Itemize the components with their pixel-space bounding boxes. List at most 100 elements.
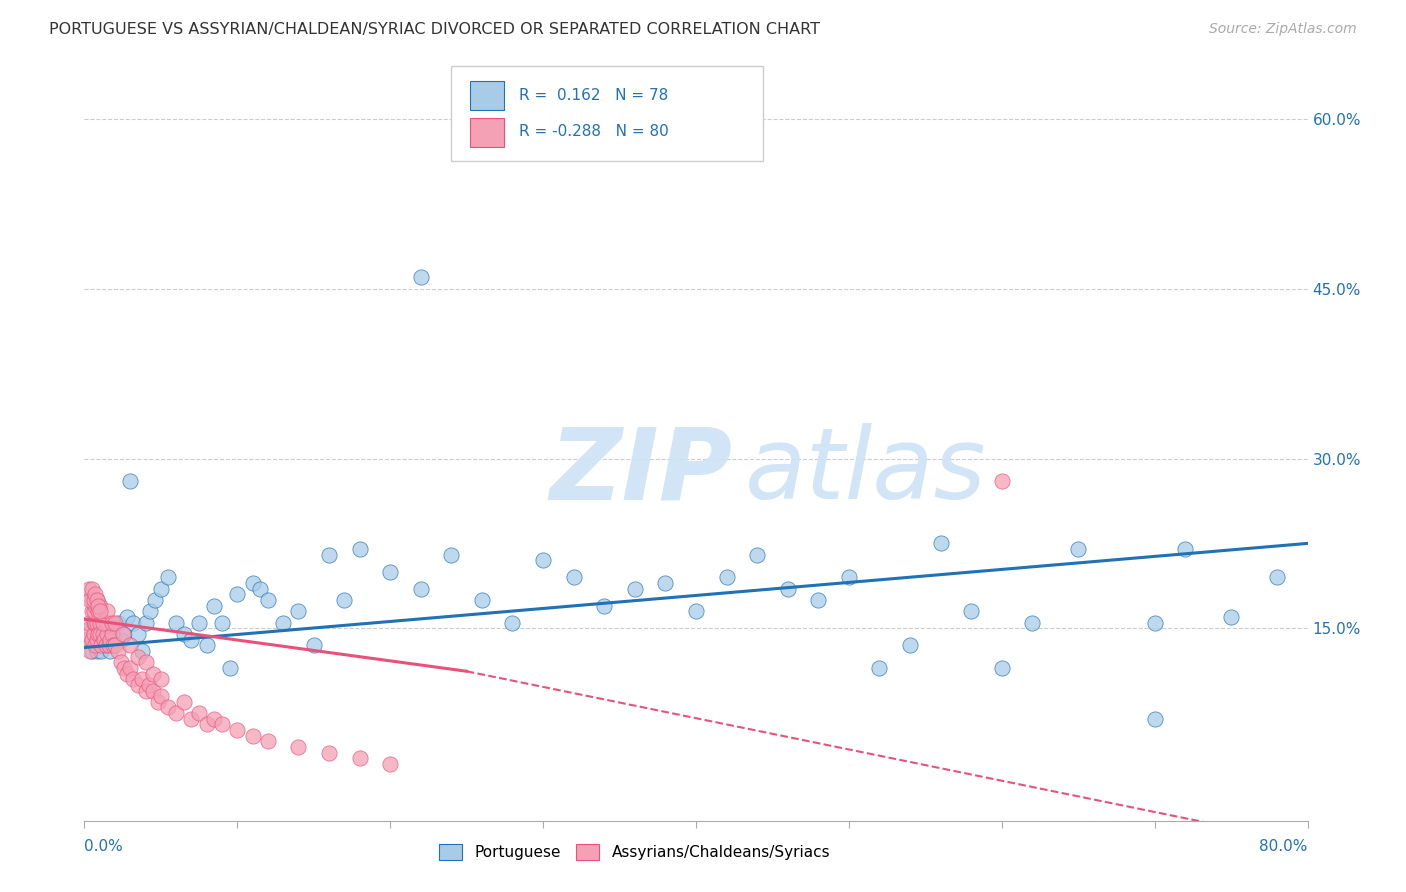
FancyBboxPatch shape <box>470 81 503 111</box>
Point <box>80 593 103 607</box>
Point <box>98 644 121 658</box>
Point <box>139 604 162 618</box>
Point <box>120 638 142 652</box>
Point <box>1143 615 1166 630</box>
Point <box>86 632 108 647</box>
Point <box>271 615 294 630</box>
Point <box>838 570 860 584</box>
Point <box>83 604 105 618</box>
Point <box>165 706 187 720</box>
Point <box>440 548 463 562</box>
Point <box>380 757 402 772</box>
Point <box>188 706 211 720</box>
Point <box>101 627 124 641</box>
Point <box>86 593 108 607</box>
Point <box>242 576 264 591</box>
Point <box>93 632 115 647</box>
Point <box>747 548 769 562</box>
Point <box>84 638 107 652</box>
Text: Source: ZipAtlas.com: Source: ZipAtlas.com <box>1209 22 1357 37</box>
Point <box>157 570 180 584</box>
Point <box>195 638 218 652</box>
Point <box>80 582 103 596</box>
Text: R =  0.162   N = 78: R = 0.162 N = 78 <box>519 87 668 103</box>
Point <box>110 655 132 669</box>
Point <box>87 604 110 618</box>
Point <box>1143 712 1166 726</box>
Point <box>218 661 240 675</box>
Point <box>122 672 145 686</box>
Point <box>111 627 134 641</box>
Point <box>127 627 149 641</box>
Point <box>776 582 799 596</box>
Point <box>80 644 103 658</box>
Point <box>531 553 554 567</box>
Point <box>103 638 125 652</box>
Point <box>349 542 371 557</box>
Point <box>149 582 172 596</box>
Point <box>226 587 249 601</box>
Text: 80.0%: 80.0% <box>1260 839 1308 855</box>
Point <box>146 695 169 709</box>
Point <box>287 740 309 755</box>
Point <box>180 712 202 726</box>
Point <box>79 644 101 658</box>
Point <box>83 615 105 630</box>
Point <box>898 638 921 652</box>
Point <box>991 474 1014 488</box>
Point <box>77 615 100 630</box>
Point <box>624 582 647 596</box>
Point <box>131 644 153 658</box>
Point <box>104 615 127 630</box>
Point <box>135 655 157 669</box>
Point <box>86 644 108 658</box>
Point <box>257 593 280 607</box>
Point <box>97 632 120 647</box>
Point <box>502 615 524 630</box>
Point <box>131 672 153 686</box>
Point <box>318 548 340 562</box>
Point <box>1265 570 1288 584</box>
Point <box>87 632 110 647</box>
Point <box>188 615 211 630</box>
Point <box>287 604 309 618</box>
Point <box>96 604 118 618</box>
Text: 0.0%: 0.0% <box>84 839 124 855</box>
Point <box>84 599 107 613</box>
Point <box>929 536 952 550</box>
Point <box>86 593 108 607</box>
Point <box>716 570 738 584</box>
Point <box>1174 542 1197 557</box>
Point <box>142 683 165 698</box>
Point <box>96 627 118 641</box>
Point <box>318 746 340 760</box>
Point <box>195 717 218 731</box>
Point <box>120 661 142 675</box>
Point <box>211 615 233 630</box>
Point <box>89 615 111 630</box>
Point <box>84 587 107 601</box>
Point <box>202 712 225 726</box>
Point <box>84 615 107 630</box>
Point <box>257 734 280 748</box>
FancyBboxPatch shape <box>470 118 503 146</box>
Point <box>138 678 160 692</box>
Point <box>157 700 180 714</box>
Point <box>110 632 132 647</box>
Point <box>562 570 585 584</box>
Point <box>76 627 98 641</box>
Point <box>79 621 101 635</box>
Point <box>83 627 105 641</box>
Point <box>86 615 108 630</box>
Text: atlas: atlas <box>745 424 987 520</box>
Point <box>471 593 494 607</box>
Point <box>1021 615 1043 630</box>
Point <box>91 627 114 641</box>
Point <box>991 661 1014 675</box>
Point <box>173 627 195 641</box>
Point <box>380 565 402 579</box>
Point <box>87 599 110 613</box>
Point <box>226 723 249 738</box>
Point <box>165 615 187 630</box>
Point <box>242 729 264 743</box>
